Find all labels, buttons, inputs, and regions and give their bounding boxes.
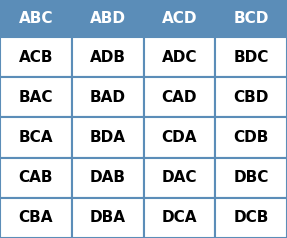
Bar [72, 117, 144, 158]
Text: ACB: ACB [19, 50, 53, 64]
Bar [72, 77, 144, 117]
Text: CDB: CDB [233, 130, 269, 145]
Bar [0, 77, 72, 117]
Bar [0, 117, 72, 158]
Bar [215, 117, 287, 158]
Text: DCB: DCB [233, 210, 269, 225]
Bar [144, 37, 215, 77]
Text: CAB: CAB [19, 170, 53, 185]
Text: BCA: BCA [19, 130, 53, 145]
Bar [144, 117, 215, 158]
Text: DBC: DBC [233, 170, 269, 185]
Bar [215, 198, 287, 238]
Text: DAC: DAC [162, 170, 197, 185]
Bar [0, 198, 72, 238]
Bar [0, 0, 72, 37]
Bar [215, 37, 287, 77]
Text: CDA: CDA [162, 130, 197, 145]
Bar [0, 158, 72, 198]
Text: BAC: BAC [19, 90, 53, 105]
Text: CAD: CAD [162, 90, 197, 105]
Text: ACD: ACD [162, 11, 197, 26]
Bar [215, 0, 287, 37]
Text: CBD: CBD [233, 90, 269, 105]
Text: DBA: DBA [90, 210, 126, 225]
Bar [144, 158, 215, 198]
Bar [144, 77, 215, 117]
Text: ABC: ABC [19, 11, 53, 26]
Text: DAB: DAB [90, 170, 126, 185]
Text: ABD: ABD [90, 11, 126, 26]
Bar [72, 37, 144, 77]
Text: CBA: CBA [19, 210, 53, 225]
Text: DCA: DCA [162, 210, 197, 225]
Bar [0, 37, 72, 77]
Text: BAD: BAD [90, 90, 126, 105]
Bar [215, 77, 287, 117]
Bar [72, 198, 144, 238]
Bar [144, 198, 215, 238]
Bar [72, 0, 144, 37]
Bar [144, 0, 215, 37]
Bar [72, 158, 144, 198]
Text: ADB: ADB [90, 50, 126, 64]
Text: BDA: BDA [90, 130, 126, 145]
Text: BDC: BDC [233, 50, 269, 64]
Text: ADC: ADC [162, 50, 197, 64]
Bar [215, 158, 287, 198]
Text: BCD: BCD [233, 11, 269, 26]
